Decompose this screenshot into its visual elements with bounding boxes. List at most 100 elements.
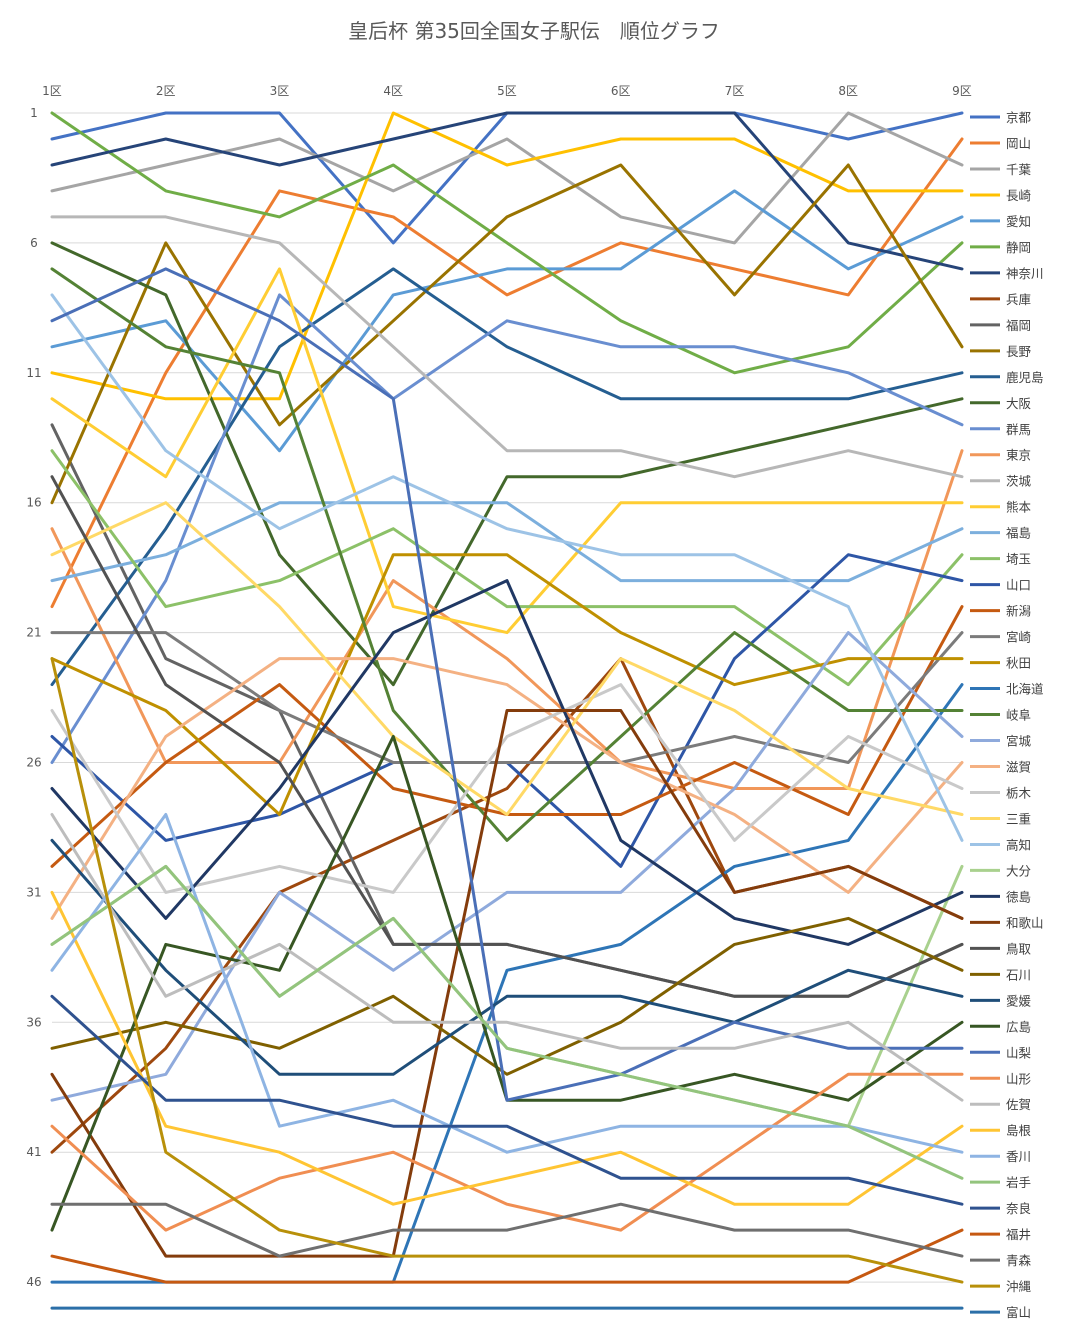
x-tick-label: 8区 [838, 84, 858, 98]
legend-label: 秋田 [1006, 656, 1031, 671]
series-line-14 [50, 215, 964, 479]
series-line-13 [50, 449, 964, 790]
legend-item: 岡山 [970, 136, 1031, 151]
series-lines [50, 111, 964, 1310]
legend-item: 岩手 [970, 1175, 1031, 1190]
legend-item: 滋賀 [970, 760, 1031, 775]
legend-item: 茨城 [970, 474, 1032, 489]
legend-label: 山形 [1006, 1071, 1032, 1086]
x-tick-label: 2区 [156, 84, 176, 98]
series-line-4 [50, 189, 964, 453]
legend-item: 熊本 [970, 500, 1032, 515]
legend-label: 宮崎 [1006, 630, 1032, 645]
series-line-12 [50, 293, 964, 764]
legend-item: 山梨 [970, 1045, 1032, 1060]
legend-label: 和歌山 [1006, 915, 1044, 930]
legend-label: 長野 [1006, 344, 1032, 359]
legend-item: 栃木 [970, 785, 1032, 800]
y-tick-label: 21 [26, 626, 41, 640]
legend-label: 宮城 [1006, 734, 1032, 749]
legend-label: 東京 [1006, 448, 1031, 463]
legend-item: 埼玉 [970, 552, 1031, 567]
chart-title: 皇后杯 第35回全国女子駅伝 順位グラフ [348, 19, 720, 43]
legend-label: 栃木 [1006, 785, 1032, 800]
legend-label: 埼玉 [1006, 552, 1031, 567]
series-line-20 [50, 631, 964, 764]
series-line-32 [50, 475, 964, 998]
legend-label: 沖縄 [1006, 1279, 1032, 1294]
legend-label: 富山 [1006, 1305, 1031, 1320]
y-tick-label: 26 [26, 756, 41, 770]
legend-item: 沖縄 [970, 1279, 1032, 1294]
legend-item: 宮城 [970, 734, 1032, 749]
legend-item: 大阪 [970, 396, 1032, 411]
legend-label: 三重 [1006, 811, 1031, 826]
legend-item: 長野 [970, 344, 1032, 359]
legend-label: 滋賀 [1006, 760, 1031, 775]
legend-item: 山形 [970, 1071, 1032, 1086]
legend-item: 新潟 [970, 604, 1031, 619]
series-line-1 [50, 137, 964, 609]
legend-item: 千葉 [970, 162, 1032, 177]
legend-label: 群馬 [1006, 422, 1031, 437]
series-line-42 [50, 994, 964, 1206]
legend-item: 佐賀 [970, 1097, 1031, 1112]
series-line-15 [50, 267, 964, 635]
legend-label: 青森 [1006, 1253, 1032, 1268]
legend-label: 熊本 [1006, 500, 1032, 515]
series-line-39 [50, 890, 964, 1206]
legend-item: 福島 [970, 526, 1031, 541]
series-line-27 [50, 501, 964, 816]
legend-label: 高知 [1006, 837, 1031, 852]
legend-item: 大分 [970, 863, 1031, 878]
series-line-5 [50, 111, 964, 375]
legend-label: 山梨 [1006, 1045, 1032, 1060]
series-line-21 [50, 553, 964, 816]
x-tick-label: 7区 [725, 84, 745, 98]
legend: 京都岡山千葉長崎愛知静岡神奈川兵庫福岡長野鹿児島大阪群馬東京茨城熊本福島埼玉山口… [970, 110, 1044, 1320]
legend-item: 群馬 [970, 422, 1031, 437]
legend-item: 秋田 [970, 656, 1031, 671]
legend-item: 石川 [970, 967, 1031, 982]
x-tick-label: 3区 [270, 84, 290, 98]
legend-label: 新潟 [1006, 604, 1031, 619]
legend-label: 茨城 [1006, 474, 1032, 489]
y-tick-label: 46 [26, 1275, 41, 1289]
series-line-17 [50, 449, 964, 687]
series-line-28 [50, 293, 964, 842]
legend-label: 香川 [1006, 1149, 1031, 1164]
legend-item: 奈良 [970, 1201, 1031, 1216]
y-tick-label: 41 [26, 1145, 41, 1159]
y-tick-label: 31 [26, 885, 41, 899]
legend-label: 福岡 [1006, 318, 1031, 333]
series-line-44 [50, 1202, 964, 1258]
series-line-33 [50, 916, 964, 1076]
legend-item: 東京 [970, 448, 1031, 463]
legend-item: 島根 [970, 1123, 1032, 1138]
legend-item: 神奈川 [970, 266, 1044, 281]
series-line-30 [50, 579, 964, 946]
series-line-41 [50, 864, 964, 1180]
legend-label: 福井 [1006, 1227, 1031, 1242]
y-tick-label: 6 [30, 236, 38, 250]
legend-label: 神奈川 [1006, 266, 1044, 281]
legend-label: 岩手 [1006, 1175, 1031, 1190]
series-line-6 [50, 111, 964, 271]
legend-label: 兵庫 [1006, 292, 1031, 307]
x-tick-label: 5区 [497, 84, 517, 98]
series-line-45 [50, 657, 964, 1284]
legend-label: 広島 [1006, 1019, 1031, 1034]
legend-item: 鳥取 [970, 941, 1032, 956]
legend-item: 静岡 [970, 240, 1031, 255]
legend-label: 長崎 [1006, 188, 1032, 203]
legend-item: 富山 [970, 1305, 1031, 1320]
legend-item: 愛知 [970, 214, 1031, 229]
legend-item: 香川 [970, 1149, 1031, 1164]
legend-label: 岡山 [1006, 136, 1031, 151]
series-line-3 [50, 111, 964, 401]
legend-label: 北海道 [1006, 682, 1044, 697]
series-line-9 [50, 163, 964, 505]
